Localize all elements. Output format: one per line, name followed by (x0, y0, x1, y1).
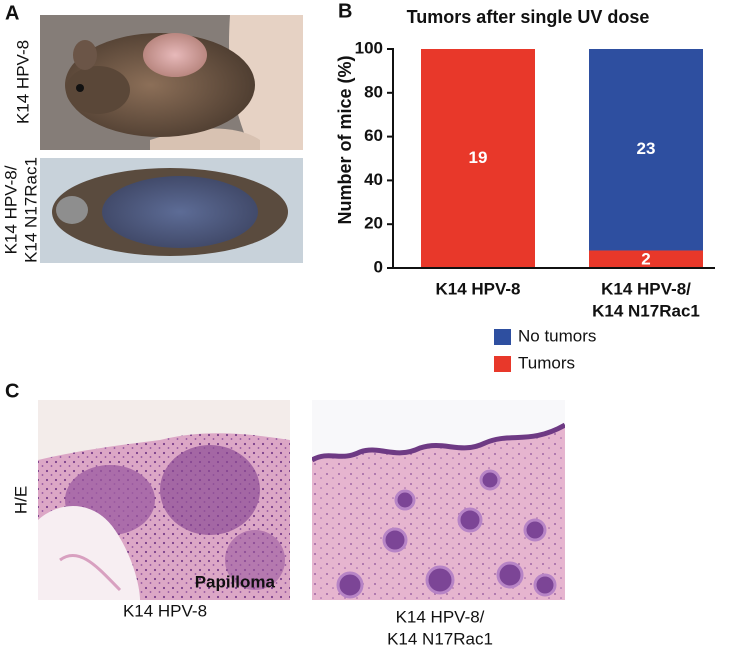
y-tick-label: 80 (364, 82, 383, 101)
y-tick-label: 20 (364, 214, 383, 233)
bar-segment (421, 49, 535, 268)
photo-caption: K14 HPV-8 (13, 40, 32, 124)
x-tick-label: K14 HPV-8 (435, 279, 520, 298)
photo-caption: K14 N17Rac1 (21, 157, 40, 263)
y-tick-label: 100 (355, 38, 383, 57)
panel-label: B (338, 0, 352, 22)
photo (40, 158, 303, 263)
legend-label: No tumors (518, 326, 596, 345)
photo (40, 15, 303, 150)
y-tick-label: 0 (374, 257, 383, 276)
data-label: 19 (469, 148, 488, 167)
x-tick-label: K14 HPV-8/ (601, 279, 691, 298)
chart-title: Tumors after single UV dose (407, 7, 650, 27)
image-annotation: Papilloma (195, 572, 276, 591)
histology-image (38, 400, 290, 600)
image-caption: K14 HPV-8/ (396, 607, 485, 626)
data-label: 2 (641, 250, 650, 269)
y-tick-label: 40 (364, 170, 383, 189)
data-label: 23 (637, 139, 656, 158)
y-axis-label: Number of mice (%) (335, 55, 355, 224)
legend-swatch (494, 356, 511, 372)
legend-swatch (494, 329, 511, 345)
photo-caption: K14 HPV-8/ (1, 165, 20, 254)
x-tick-label: K14 N17Rac1 (592, 301, 700, 320)
image-caption: K14 HPV-8 (123, 601, 207, 620)
panel-label: C (5, 380, 19, 402)
legend-label: Tumors (518, 353, 575, 372)
bar-segment (589, 250, 703, 268)
image-caption: K14 N17Rac1 (387, 629, 493, 648)
chart: 0 20 40 60 80 100 19 K14 HPV-8 2 23 K14 HPV-8/K14 … (355, 38, 715, 372)
y-tick-label: 60 (364, 126, 383, 145)
bar-segment (589, 49, 703, 251)
panel-label: A (5, 2, 19, 24)
stain-label: H/E (11, 486, 30, 514)
histology-image (312, 400, 565, 600)
